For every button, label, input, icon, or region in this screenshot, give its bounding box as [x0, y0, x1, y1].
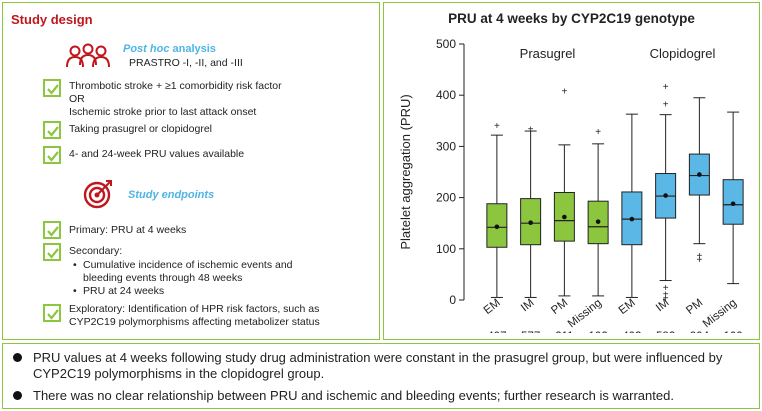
outlier-mark: + — [595, 127, 601, 138]
check-icon — [43, 79, 61, 97]
outlier-mark: + — [663, 99, 669, 110]
n-value: 109 — [724, 331, 743, 333]
criterion-2: Taking prasugrel or clopidogrel — [69, 123, 212, 135]
summary-item-2: There was no clear relationship between … — [13, 388, 753, 404]
outlier-mark: + — [696, 251, 702, 262]
mean-dot — [528, 220, 533, 225]
target-icon — [83, 180, 112, 209]
check-icon — [43, 243, 61, 261]
summary-panel: PRU values at 4 weeks following study dr… — [2, 343, 760, 409]
category-label: EM — [617, 297, 638, 317]
summary-item-1: PRU values at 4 weeks following study dr… — [13, 350, 743, 382]
mean-dot — [562, 214, 567, 220]
group-label: Prasugrel — [520, 46, 576, 61]
mean-dot — [697, 172, 702, 177]
bullet-icon — [13, 353, 22, 362]
y-tick-label: 500 — [436, 37, 456, 51]
outlier-mark: + — [494, 121, 500, 132]
group-label: Clopidogrel — [650, 46, 716, 61]
mean-dot — [663, 193, 668, 198]
n-value: 582 — [656, 331, 675, 333]
category-label: IM — [654, 297, 671, 314]
outlier-mark: + — [663, 283, 669, 294]
category-label: PM — [549, 297, 570, 317]
study-design-panel: Study design Post hoc analysis PRASTRO -… — [2, 2, 380, 340]
mean-dot — [629, 216, 635, 222]
endpoints-title: Study endpoints — [128, 189, 215, 201]
outlier-mark: + — [561, 87, 567, 98]
bullet-icon — [13, 391, 22, 400]
y-tick-label: 300 — [436, 139, 456, 153]
outlier-mark: + — [663, 289, 669, 300]
primary-endpoint: Primary: PRU at 4 weeks — [69, 224, 187, 236]
y-tick-label: 0 — [449, 293, 456, 307]
y-tick-label: 400 — [436, 88, 456, 102]
n-value: 211 — [555, 331, 573, 333]
secondary-item-1-cont: bleeding events through 48 weeks — [83, 272, 243, 284]
secondary-item-2: • PRU at 24 weeks — [73, 285, 165, 297]
post-hoc-title: Post hoc analysis — [123, 43, 216, 55]
check-icon — [43, 304, 61, 322]
chart-title: PRU at 4 weeks by CYP2C19 genotype — [448, 11, 695, 26]
criterion-1: Thrombotic stroke + ≥1 comorbidity risk … — [69, 80, 282, 118]
check-icon — [43, 146, 61, 164]
n-label: n — [447, 331, 453, 333]
y-tick-label: 200 — [436, 191, 456, 205]
box-plot-chart: 0 100 200 300 400 500 Platelet aggregation (PR… — [398, 37, 744, 333]
study-design-title: Study design — [11, 12, 93, 27]
mean-dot — [494, 224, 500, 230]
y-axis-label: Platelet aggregation (PRU) — [398, 94, 413, 249]
n-value: 577 — [521, 331, 540, 333]
category-label: PM — [684, 297, 705, 317]
trials-text: PRASTRO -I, -II, and -III — [129, 57, 243, 69]
n-value: 204 — [690, 331, 710, 333]
people-group-icon — [66, 43, 110, 68]
category-label: Missing — [701, 297, 739, 330]
n-value: 102 — [589, 331, 608, 333]
outlier-mark: + — [696, 255, 702, 266]
exploratory-endpoint: Exploratory: Identification of HPR risk … — [69, 303, 320, 328]
check-icon — [43, 221, 61, 239]
category-label: EM — [482, 297, 503, 317]
mean-dot — [730, 201, 736, 207]
secondary-item-1: • Cumulative incidence of ischemic events… — [73, 259, 293, 271]
secondary-label: Secondary: — [69, 245, 123, 257]
category-label: Missing — [566, 297, 604, 330]
chart-panel: PRU at 4 weeks by CYP2C19 genotype 0 100 2… — [383, 2, 760, 340]
outlier-mark: + — [528, 124, 534, 135]
criterion-3: 4- and 24-week PRU values available — [69, 148, 245, 160]
outlier-mark: + — [663, 82, 669, 93]
n-value: 403 — [622, 331, 641, 333]
n-value: 407 — [487, 331, 506, 333]
category-label: IM — [519, 297, 536, 314]
mean-dot — [595, 219, 601, 224]
check-icon — [43, 121, 61, 139]
outlier-mark: + — [663, 293, 669, 304]
y-tick-label: 100 — [436, 242, 456, 256]
